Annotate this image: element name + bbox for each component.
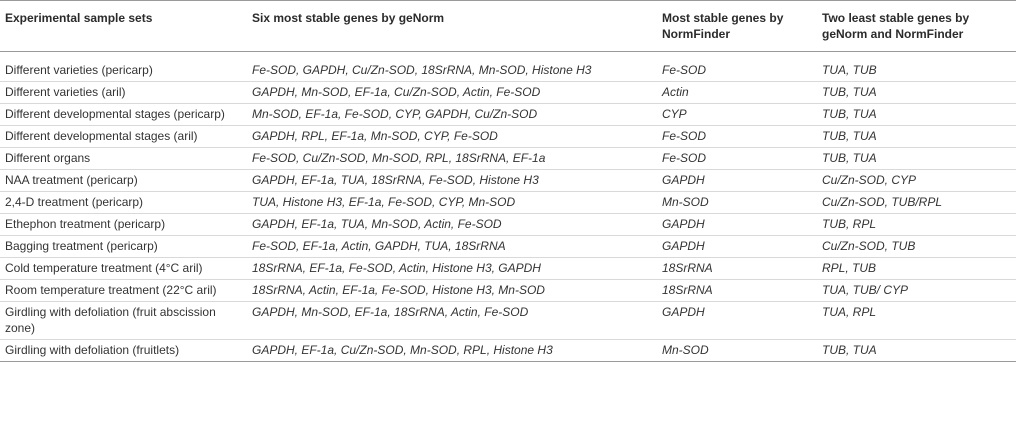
cell-normfinder-genes: Fe-SOD — [662, 63, 707, 77]
cell-genorm-genes: GAPDH, Mn-SOD, EF-1a, 18SrRNA, Actin, Fe… — [252, 305, 529, 319]
table-header: Experimental sample sets Six most stable… — [0, 0, 1016, 52]
cell-genorm-genes: Fe-SOD, GAPDH, Cu/Zn-SOD, 18SrRNA, Mn-SO… — [252, 63, 592, 77]
cell-normfinder-genes: GAPDH — [662, 305, 705, 319]
cell-sample-set: Girdling with defoliation (fruit absciss… — [5, 305, 216, 335]
cell-sample-set: Room temperature treatment (22°C aril) — [5, 283, 217, 297]
table-row: Different organs Fe-SOD, Cu/Zn-SOD, Mn-S… — [0, 148, 1016, 170]
cell-least-stable-genes: TUB, TUA — [822, 151, 877, 165]
cell-genorm-genes: Mn-SOD, EF-1a, Fe-SOD, CYP, GAPDH, Cu/Zn… — [252, 107, 538, 121]
table-row: Different developmental stages (aril) GA… — [0, 126, 1016, 148]
cell-genorm-genes: GAPDH, EF-1a, Cu/Zn-SOD, Mn-SOD, RPL, Hi… — [252, 343, 553, 357]
table-row: Different developmental stages (pericarp… — [0, 104, 1016, 126]
header-normfinder-stable: Most stable genes by NormFinder — [662, 11, 784, 41]
cell-genorm-genes: 18SrRNA, EF-1a, Fe-SOD, Actin, Histone H… — [252, 261, 541, 275]
cell-sample-set: NAA treatment (pericarp) — [5, 173, 138, 187]
cell-normfinder-genes: Actin — [662, 85, 689, 99]
cell-least-stable-genes: RPL, TUB — [822, 261, 877, 275]
table-body: Different varieties (pericarp) Fe-SOD, G… — [0, 52, 1016, 362]
table-row: Cold temperature treatment (4°C aril) 18… — [0, 258, 1016, 280]
cell-normfinder-genes: GAPDH — [662, 173, 705, 187]
cell-normfinder-genes: Fe-SOD — [662, 129, 707, 143]
cell-genorm-genes: TUA, Histone H3, EF-1a, Fe-SOD, CYP, Mn-… — [252, 195, 516, 209]
header-least-stable: Two least stable genes by geNorm and Nor… — [822, 11, 970, 41]
gene-stability-table-container: Experimental sample sets Six most stable… — [0, 0, 1016, 362]
table-row: Girdling with defoliation (fruit absciss… — [0, 302, 1016, 340]
cell-least-stable-genes: TUB, TUA — [822, 129, 877, 143]
table-row: NAA treatment (pericarp) GAPDH, EF-1a, T… — [0, 170, 1016, 192]
cell-least-stable-genes: TUA, TUB/ CYP — [822, 283, 909, 297]
header-sample-sets: Experimental sample sets — [5, 11, 153, 25]
cell-sample-set: Ethephon treatment (pericarp) — [5, 217, 166, 231]
cell-normfinder-genes: GAPDH — [662, 217, 705, 231]
cell-least-stable-genes: TUB, RPL — [822, 217, 877, 231]
cell-normfinder-genes: Fe-SOD — [662, 151, 707, 165]
cell-least-stable-genes: Cu/Zn-SOD, TUB — [822, 239, 916, 253]
gene-stability-table: Experimental sample sets Six most stable… — [0, 0, 1016, 362]
cell-least-stable-genes: TUB, TUA — [822, 343, 877, 357]
cell-sample-set: 2,4-D treatment (pericarp) — [5, 195, 144, 209]
cell-least-stable-genes: TUB, TUA — [822, 107, 877, 121]
cell-sample-set: Bagging treatment (pericarp) — [5, 239, 158, 253]
table-row: Girdling with defoliation (fruitlets) GA… — [0, 340, 1016, 362]
table-row: Bagging treatment (pericarp) Fe-SOD, EF-… — [0, 236, 1016, 258]
header-row: Experimental sample sets Six most stable… — [0, 0, 1016, 52]
cell-normfinder-genes: GAPDH — [662, 239, 705, 253]
cell-normfinder-genes: CYP — [662, 107, 687, 121]
cell-normfinder-genes: 18SrRNA — [662, 261, 713, 275]
table-row: Ethephon treatment (pericarp) GAPDH, EF-… — [0, 214, 1016, 236]
table-row: 2,4-D treatment (pericarp) TUA, Histone … — [0, 192, 1016, 214]
cell-sample-set: Different varieties (aril) — [5, 85, 126, 99]
cell-genorm-genes: Fe-SOD, EF-1a, Actin, GAPDH, TUA, 18SrRN… — [252, 239, 506, 253]
cell-least-stable-genes: TUA, TUB — [822, 63, 877, 77]
cell-sample-set: Different organs — [5, 151, 91, 165]
header-genorm-stable: Six most stable genes by geNorm — [252, 11, 445, 25]
cell-least-stable-genes: Cu/Zn-SOD, TUB/RPL — [822, 195, 943, 209]
table-row: Different varieties (pericarp) Fe-SOD, G… — [0, 52, 1016, 82]
table-row: Different varieties (aril) GAPDH, Mn-SOD… — [0, 82, 1016, 104]
cell-genorm-genes: GAPDH, RPL, EF-1a, Mn-SOD, CYP, Fe-SOD — [252, 129, 498, 143]
cell-sample-set: Different developmental stages (aril) — [5, 129, 198, 143]
cell-genorm-genes: Fe-SOD, Cu/Zn-SOD, Mn-SOD, RPL, 18SrRNA,… — [252, 151, 546, 165]
cell-normfinder-genes: 18SrRNA — [662, 283, 713, 297]
cell-least-stable-genes: Cu/Zn-SOD, CYP — [822, 173, 917, 187]
table-row: Room temperature treatment (22°C aril) 1… — [0, 280, 1016, 302]
cell-sample-set: Different developmental stages (pericarp… — [5, 107, 225, 121]
cell-sample-set: Different varieties (pericarp) — [5, 63, 153, 77]
cell-genorm-genes: GAPDH, EF-1a, TUA, Mn-SOD, Actin, Fe-SOD — [252, 217, 502, 231]
cell-genorm-genes: 18SrRNA, Actin, EF-1a, Fe-SOD, Histone H… — [252, 283, 545, 297]
cell-least-stable-genes: TUA, RPL — [822, 305, 877, 319]
cell-normfinder-genes: Mn-SOD — [662, 343, 709, 357]
cell-least-stable-genes: TUB, TUA — [822, 85, 877, 99]
cell-sample-set: Cold temperature treatment (4°C aril) — [5, 261, 203, 275]
cell-genorm-genes: GAPDH, Mn-SOD, EF-1a, Cu/Zn-SOD, Actin, … — [252, 85, 541, 99]
cell-normfinder-genes: Mn-SOD — [662, 195, 709, 209]
cell-genorm-genes: GAPDH, EF-1a, TUA, 18SrRNA, Fe-SOD, Hist… — [252, 173, 539, 187]
cell-sample-set: Girdling with defoliation (fruitlets) — [5, 343, 180, 357]
